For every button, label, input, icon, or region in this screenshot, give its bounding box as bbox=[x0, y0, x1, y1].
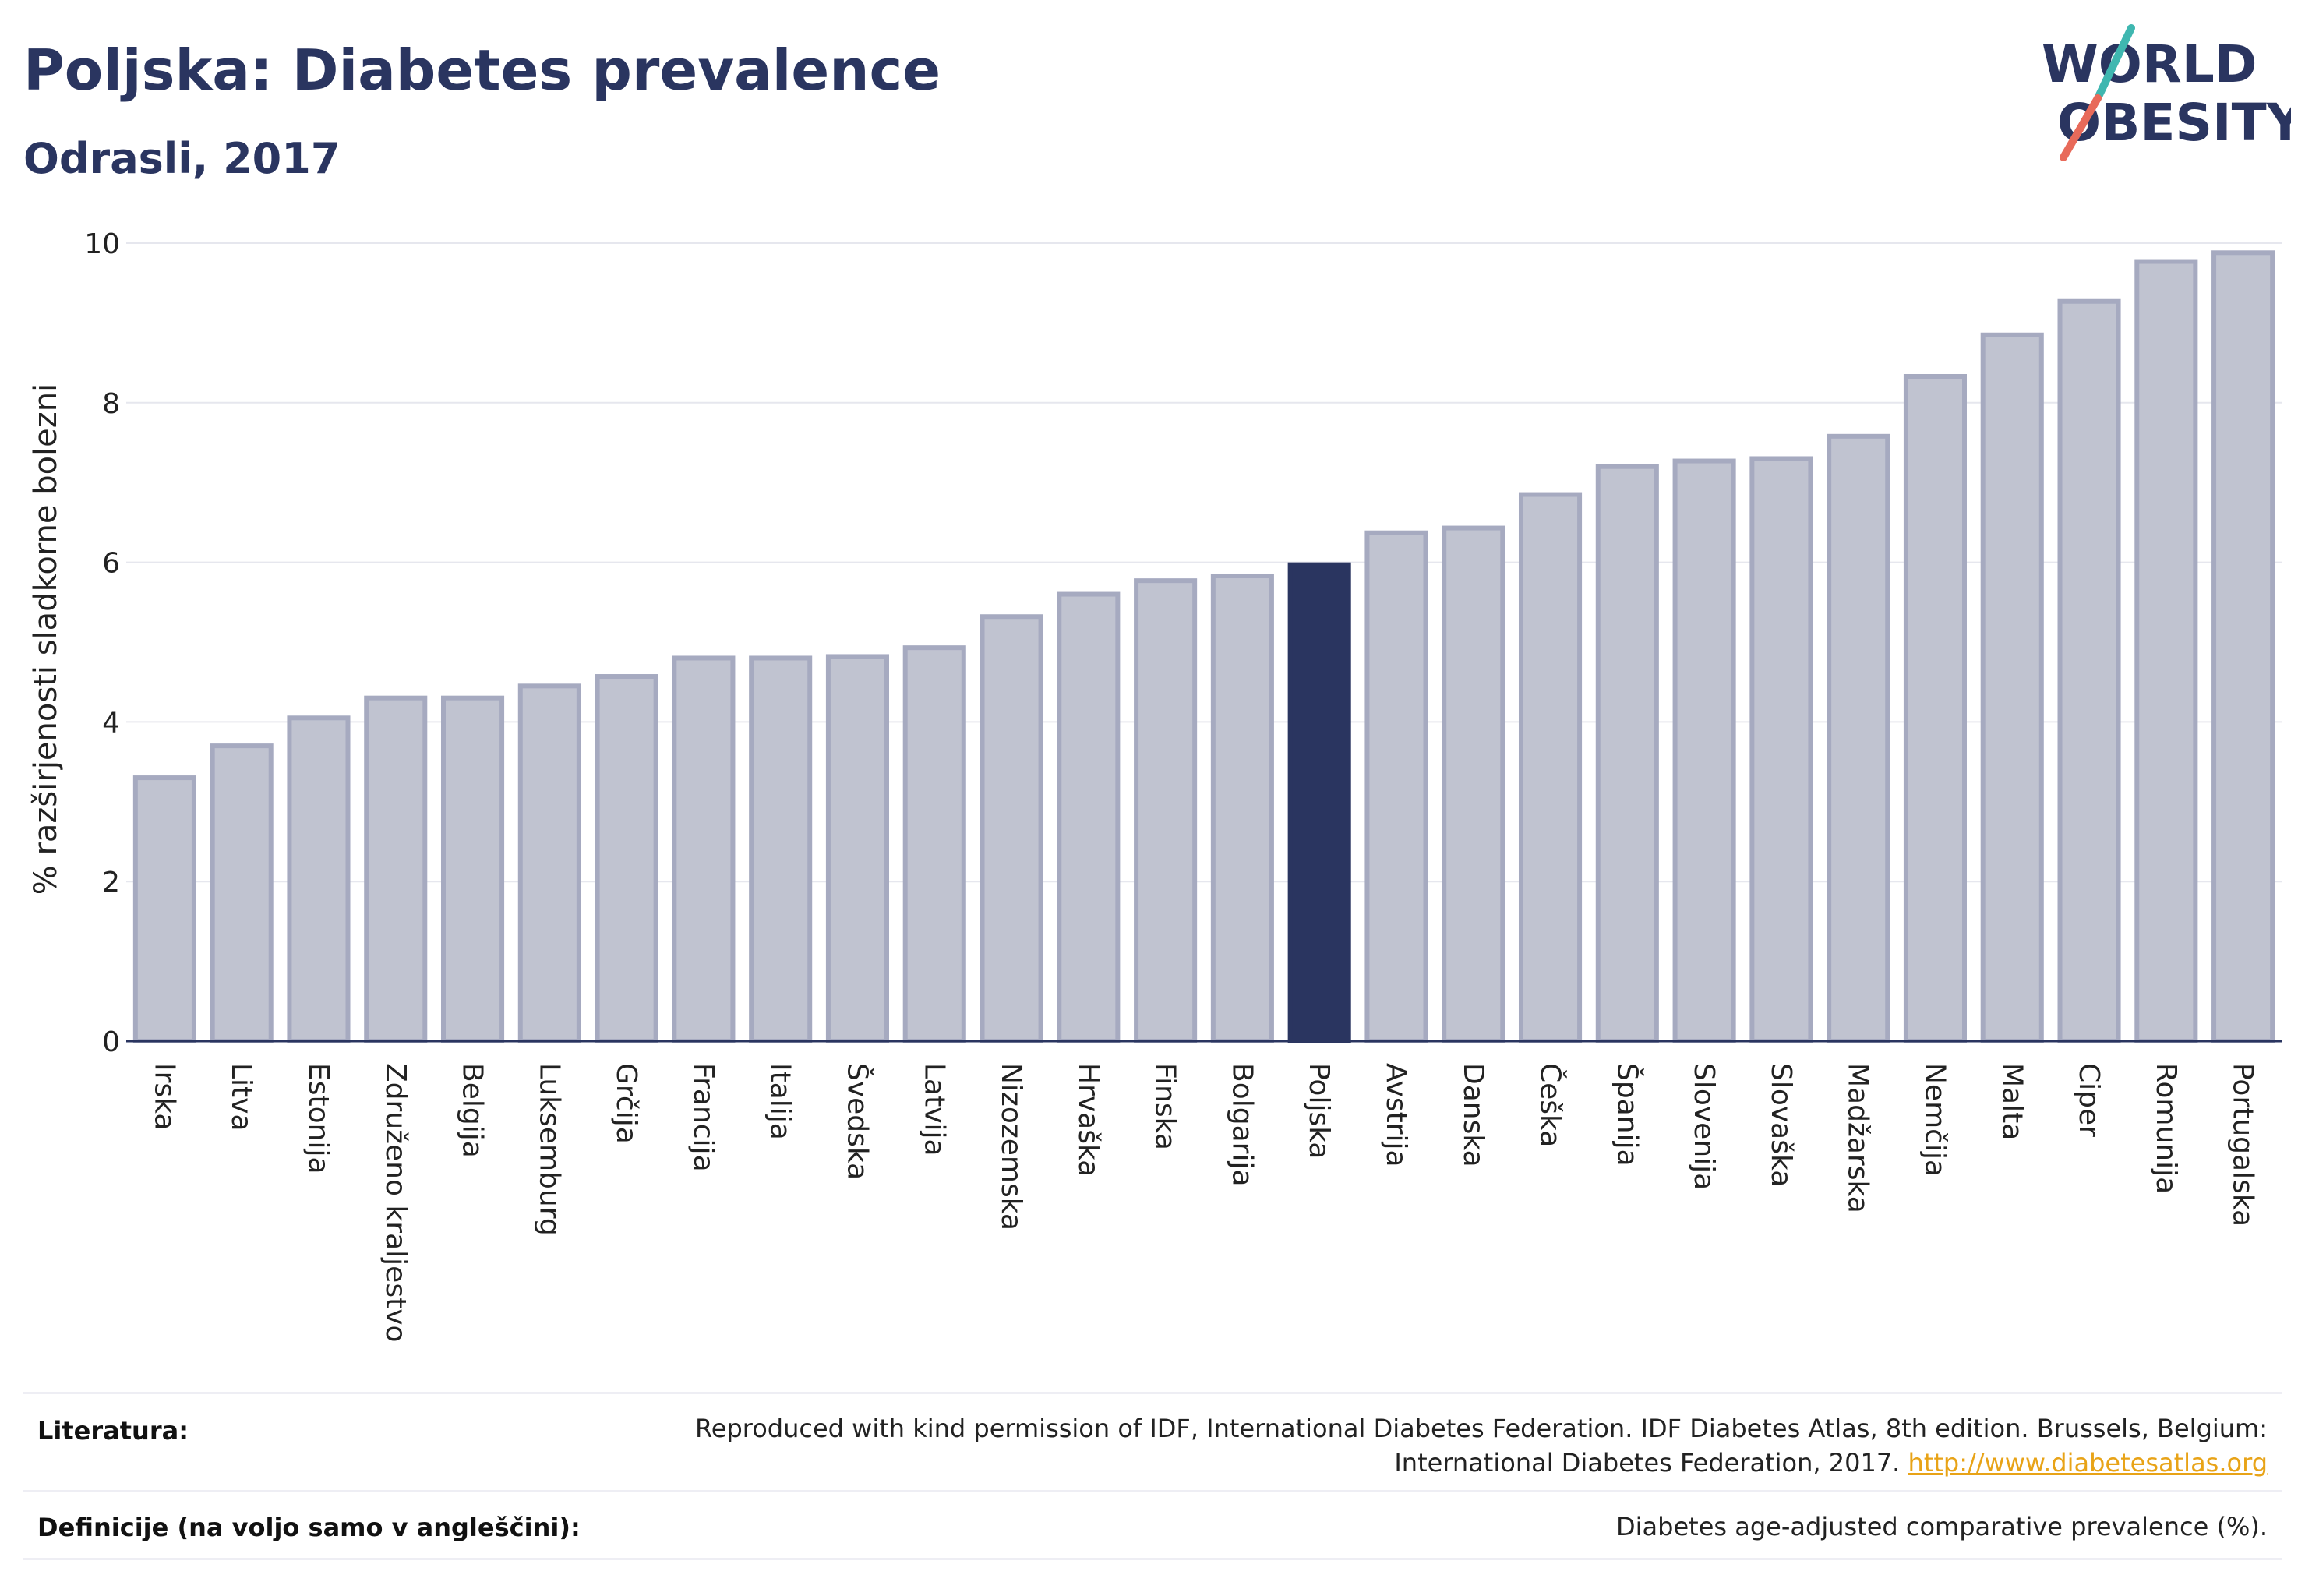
x-tick-label: Španija bbox=[1611, 1063, 1643, 1167]
bar bbox=[1364, 530, 1428, 1043]
y-tick-label: 0 bbox=[102, 1026, 120, 1058]
x-tick-label: Poljska bbox=[1303, 1063, 1335, 1160]
bar bbox=[287, 715, 351, 1044]
slash-mark-icon bbox=[2094, 24, 2135, 102]
bar-highlight bbox=[1287, 562, 1351, 1043]
references-line-1: Reproduced with kind permission of IDF, … bbox=[694, 1414, 2268, 1443]
bar bbox=[1442, 525, 1505, 1043]
x-tick-label: Hrvaška bbox=[1072, 1063, 1104, 1177]
y-tick-label: 2 bbox=[102, 867, 120, 899]
y-tick-label: 6 bbox=[102, 548, 120, 580]
x-tick-label: Češka bbox=[1534, 1063, 1567, 1147]
x-tick-label: Irska bbox=[148, 1063, 180, 1130]
x-tick-label: Švedska bbox=[841, 1063, 874, 1180]
x-tick-label: Danska bbox=[1457, 1063, 1489, 1167]
x-tick-label: Belgija bbox=[457, 1063, 489, 1158]
x-tick-label: Združeno kraljestvo bbox=[379, 1063, 411, 1343]
bar bbox=[672, 655, 736, 1043]
footer-references-row: Literatura: Reproduced with kind permiss… bbox=[23, 1392, 2282, 1492]
bar bbox=[440, 695, 505, 1043]
bar bbox=[1903, 374, 1968, 1043]
x-tick-label: Romunija bbox=[2150, 1063, 2182, 1194]
y-tick-label: 4 bbox=[102, 707, 120, 739]
bar bbox=[1827, 433, 1890, 1043]
x-tick-label: Ciper bbox=[2073, 1063, 2105, 1137]
x-tick-label: Avstrija bbox=[1380, 1063, 1412, 1167]
references-text: Reproduced with kind permission of IDF, … bbox=[695, 1411, 2268, 1480]
x-tick-label: Portugalska bbox=[2227, 1063, 2259, 1227]
bar bbox=[1595, 464, 1659, 1043]
x-tick-label: Malta bbox=[1996, 1063, 2028, 1140]
definitions-label: Definicije (na voljo samo v angleščini): bbox=[37, 1513, 581, 1542]
x-tick-label: Grčija bbox=[610, 1063, 642, 1144]
bar bbox=[825, 654, 890, 1043]
x-tick-label: Finska bbox=[1149, 1063, 1181, 1150]
bar bbox=[1057, 591, 1121, 1043]
x-tick-label: Nizozemska bbox=[995, 1063, 1027, 1231]
references-label: Literatura: bbox=[37, 1416, 189, 1446]
bar bbox=[2134, 259, 2198, 1043]
diabetes-atlas-link[interactable]: http://www.diabetesatlas.org bbox=[1908, 1448, 2268, 1478]
x-tick-label: Latvija bbox=[918, 1063, 950, 1156]
bar bbox=[1749, 456, 1813, 1043]
bar bbox=[749, 655, 813, 1043]
y-tick-label: 8 bbox=[102, 388, 120, 420]
bar bbox=[1980, 332, 2044, 1043]
bar bbox=[1210, 574, 1274, 1043]
bar bbox=[364, 695, 428, 1043]
bar bbox=[210, 743, 274, 1043]
x-tick-label: Nemčija bbox=[1918, 1063, 1950, 1177]
world-obesity-logo: WORLD OBESITY bbox=[2042, 24, 2291, 161]
y-axis-label: % razširjenosti sladkorne bolezni bbox=[28, 383, 64, 895]
x-tick-label: Italija bbox=[764, 1063, 796, 1140]
x-tick-labels: Irska Litva Estonija Združeno kraljestvo Bel… bbox=[148, 1063, 2258, 1343]
logo-line1: WORLD bbox=[2042, 34, 2257, 94]
x-tick-label: Estonija bbox=[302, 1063, 334, 1174]
bars bbox=[132, 250, 2275, 1044]
bar bbox=[2211, 250, 2275, 1043]
bar bbox=[980, 614, 1043, 1043]
page-title: Poljska: Diabetes prevalence bbox=[23, 37, 941, 103]
diabetes-prevalence-chart: 0 2 4 6 8 10 Irska Litva Estonija Združeno kralj… bbox=[28, 228, 2282, 1343]
x-tick-label: Bolgarija bbox=[1226, 1063, 1258, 1187]
bar bbox=[1134, 578, 1198, 1043]
bar bbox=[1518, 492, 1583, 1043]
definitions-text: Diabetes age-adjusted comparative preval… bbox=[1616, 1512, 2268, 1541]
x-tick-label: Litva bbox=[225, 1063, 257, 1132]
bar bbox=[595, 674, 658, 1043]
bar bbox=[1672, 458, 1736, 1043]
bar bbox=[902, 645, 966, 1044]
x-tick-label: Madžarska bbox=[1842, 1063, 1874, 1213]
y-tick-label: 10 bbox=[84, 228, 120, 260]
x-tick-label: Slovaška bbox=[1765, 1063, 1797, 1187]
y-tick-labels: 0 2 4 6 8 10 bbox=[84, 228, 120, 1058]
references-line-2-text: International Diabetes Federation, 2017. bbox=[1394, 1448, 1901, 1478]
x-tick-label: Francija bbox=[687, 1063, 719, 1172]
page-subtitle: Odrasli, 2017 bbox=[23, 134, 341, 183]
bar bbox=[132, 775, 196, 1044]
bar bbox=[2057, 298, 2121, 1043]
bar bbox=[517, 683, 581, 1043]
references-line-2: International Diabetes Federation, 2017.… bbox=[695, 1446, 2268, 1480]
footer-definitions-row: Definicije (na voljo samo v angleščini):… bbox=[23, 1490, 2282, 1560]
x-tick-label: Luksemburg bbox=[533, 1063, 565, 1236]
x-tick-label: Slovenija bbox=[1688, 1063, 1720, 1190]
slash-mark-icon-lower bbox=[2060, 94, 2102, 161]
